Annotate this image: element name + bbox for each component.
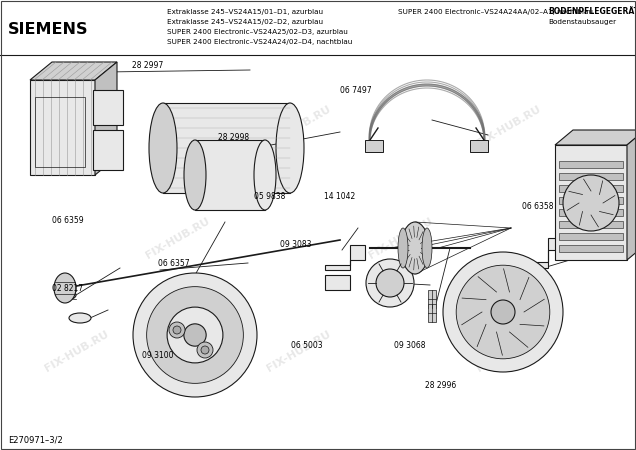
Bar <box>559 233 623 240</box>
Bar <box>93 90 123 125</box>
Text: 14 1042: 14 1042 <box>324 192 356 201</box>
Text: Bodenstaubsauger: Bodenstaubsauger <box>548 19 616 25</box>
Circle shape <box>184 324 206 346</box>
Ellipse shape <box>422 228 432 268</box>
Ellipse shape <box>184 140 206 210</box>
Bar <box>559 245 623 252</box>
Circle shape <box>147 287 244 383</box>
Ellipse shape <box>366 259 414 307</box>
Bar <box>30 80 95 175</box>
Polygon shape <box>325 275 350 290</box>
Ellipse shape <box>376 269 404 297</box>
Circle shape <box>169 322 185 338</box>
Text: SUPER 2400 Electronic–VS24A24AA/02–A1, nachtblau: SUPER 2400 Electronic–VS24A24AA/02–A1, n… <box>398 9 593 15</box>
Bar <box>559 221 623 228</box>
Circle shape <box>167 307 223 363</box>
Text: 06 6359: 06 6359 <box>52 216 84 225</box>
Ellipse shape <box>398 228 408 268</box>
Text: 06 7497: 06 7497 <box>340 86 371 95</box>
Text: Extraklasse 245–VS24A15/01–D1, azurblau: Extraklasse 245–VS24A15/01–D1, azurblau <box>167 9 323 15</box>
Text: 28 2997: 28 2997 <box>132 61 163 70</box>
Circle shape <box>491 300 515 324</box>
Text: FIX-HUB.RU: FIX-HUB.RU <box>43 328 110 374</box>
Circle shape <box>456 265 550 359</box>
Text: 05 9838: 05 9838 <box>254 192 286 201</box>
Bar <box>35 97 85 167</box>
Text: FIX-HUB.RU: FIX-HUB.RU <box>475 104 543 148</box>
Ellipse shape <box>276 103 304 193</box>
Text: E270971–3/2: E270971–3/2 <box>8 436 63 445</box>
Text: FIX-HUB.RU: FIX-HUB.RU <box>265 328 333 374</box>
Text: 06 5003: 06 5003 <box>291 341 322 350</box>
Text: SUPER 2400 Electronic–VS24A25/02–D3, azurblau: SUPER 2400 Electronic–VS24A25/02–D3, azu… <box>167 29 348 35</box>
Polygon shape <box>325 245 365 270</box>
Text: SIEMENS: SIEMENS <box>8 22 88 37</box>
Polygon shape <box>627 130 636 260</box>
Text: 28 2996: 28 2996 <box>425 381 456 390</box>
Text: Extraklasse 245–VS24A15/02–D2, azurblau: Extraklasse 245–VS24A15/02–D2, azurblau <box>167 19 323 25</box>
Text: 09 3083: 09 3083 <box>280 240 312 249</box>
Text: 28 2998: 28 2998 <box>218 133 249 142</box>
Text: FIX-HUB.RU: FIX-HUB.RU <box>43 104 110 148</box>
Bar <box>470 140 488 152</box>
Bar <box>365 140 383 152</box>
Text: FIX-HUB.RU: FIX-HUB.RU <box>475 328 543 374</box>
Circle shape <box>133 273 257 397</box>
Ellipse shape <box>401 222 429 274</box>
Circle shape <box>173 326 181 334</box>
Circle shape <box>201 346 209 354</box>
Bar <box>428 304 436 322</box>
Text: FIX-HUB.RU: FIX-HUB.RU <box>367 216 434 261</box>
Polygon shape <box>95 62 117 175</box>
Text: 02 8217: 02 8217 <box>52 284 83 293</box>
Bar <box>559 161 623 168</box>
Polygon shape <box>30 62 117 80</box>
Polygon shape <box>555 130 636 145</box>
Circle shape <box>443 252 563 372</box>
Bar <box>559 173 623 180</box>
Circle shape <box>563 175 619 231</box>
Bar <box>559 209 623 216</box>
Text: SUPER 2400 Electronic–VS24A24/02–D4, nachtblau: SUPER 2400 Electronic–VS24A24/02–D4, nac… <box>167 39 352 45</box>
Polygon shape <box>528 238 558 268</box>
Text: 09 3100: 09 3100 <box>142 351 174 360</box>
Bar <box>195 140 265 210</box>
Text: 09 3068: 09 3068 <box>394 341 426 350</box>
Ellipse shape <box>69 313 91 323</box>
Ellipse shape <box>60 291 76 300</box>
Bar <box>559 185 623 192</box>
Text: 06 6358: 06 6358 <box>522 202 553 211</box>
Text: 06 6357: 06 6357 <box>158 259 190 268</box>
Text: FIX-HUB.RU: FIX-HUB.RU <box>265 104 333 148</box>
Bar <box>559 197 623 204</box>
Text: BODENPFLEGEGERÄTE: BODENPFLEGEGERÄTE <box>548 8 636 17</box>
Ellipse shape <box>54 273 76 303</box>
Circle shape <box>197 342 213 358</box>
Ellipse shape <box>254 140 276 210</box>
Bar <box>428 290 436 308</box>
Bar <box>93 130 123 170</box>
Text: FIX-HUB.RU: FIX-HUB.RU <box>144 216 212 261</box>
Bar <box>163 103 290 193</box>
Ellipse shape <box>149 103 177 193</box>
Bar <box>555 145 627 260</box>
